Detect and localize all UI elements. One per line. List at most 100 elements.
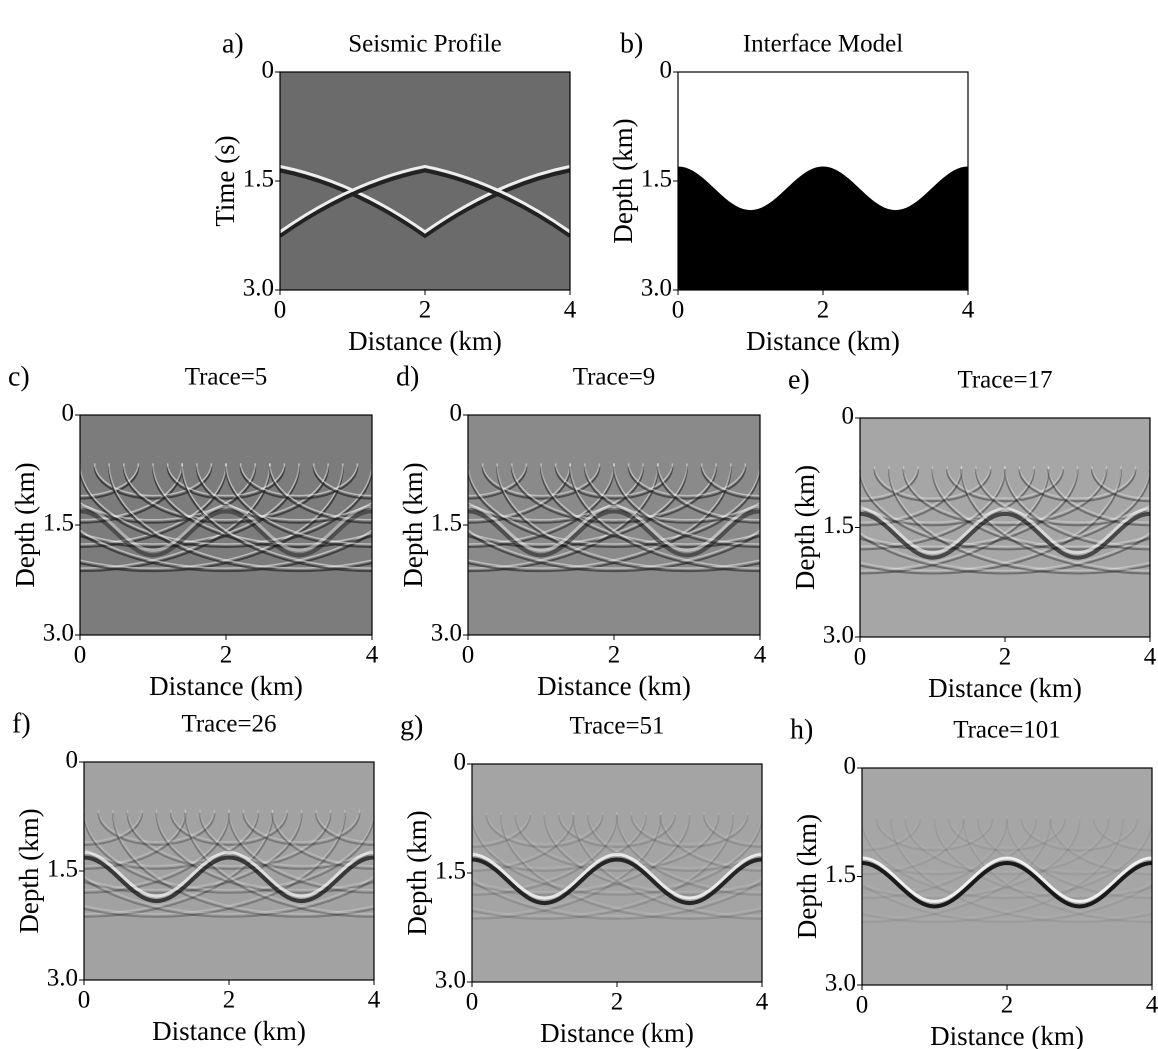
y-tick-label: 0: [450, 400, 463, 427]
migration-artifact: [84, 812, 303, 894]
migration-artifact: [468, 463, 571, 521]
x-axis-label: Distance (km): [540, 1018, 694, 1048]
migration-artifact: [860, 469, 1079, 551]
interface-dark: [84, 855, 374, 904]
panel-label: c): [8, 361, 30, 392]
migration-artifact: [472, 879, 762, 920]
migration-artifact: [269, 463, 372, 521]
image: [280, 72, 570, 290]
panel-label: f): [12, 708, 31, 739]
migration-artifact: [242, 809, 361, 843]
panel: 0 2 4 0 1.5 3.0 Trace=5 c) Distance (km) Depth (k…: [8, 361, 379, 701]
migration-artifact: [931, 466, 1150, 548]
migration-artifact: [860, 466, 1150, 548]
x-tick-label: 0: [274, 297, 287, 324]
migration-artifact: [122, 466, 330, 524]
migration-artifact: [108, 466, 372, 573]
migration-artifact: [152, 466, 372, 548]
reflection-light: [280, 164, 570, 234]
migration-artifact: [862, 818, 1037, 876]
migration-artifact: [93, 463, 213, 497]
migration-artifact: [862, 880, 1152, 920]
migration-artifact: [225, 466, 372, 548]
image: [678, 72, 968, 290]
panel-label: e): [788, 364, 810, 395]
migration-artifact: [514, 814, 720, 872]
migration-artifact: [84, 809, 374, 891]
migration-artifact: [84, 877, 374, 918]
image-background: [862, 768, 1152, 985]
migration-artifact: [587, 811, 762, 869]
migration-artifact: [97, 812, 216, 846]
x-tick-label: 4: [366, 642, 379, 669]
migration-artifact: [572, 811, 762, 917]
panel-title: Trace=5: [185, 364, 268, 391]
x-tick-label: 4: [754, 642, 767, 669]
migration-artifact: [1018, 466, 1137, 499]
migration-artifact: [312, 463, 372, 497]
migration-artifact: [472, 811, 662, 917]
migration-artifact: [627, 466, 747, 500]
migration-artifact: [84, 875, 374, 915]
migration-artifact: [472, 814, 762, 896]
migration-artifact: [181, 466, 372, 573]
migration-artifact: [80, 466, 300, 548]
migration-artifact: [468, 463, 760, 545]
migration-artifact: [84, 809, 187, 867]
image: [472, 764, 762, 982]
migration-artifact: [860, 466, 1122, 572]
y-tick-label: 3.0: [641, 275, 672, 302]
migration-artifact: [554, 463, 674, 497]
migration-artifact: [975, 469, 1150, 527]
migration-artifact: [569, 463, 760, 569]
migration-artifact: [481, 463, 601, 497]
y-tick-label: 1.5: [825, 861, 856, 888]
migration-artifact: [80, 532, 372, 573]
panel-title: Trace=9: [573, 364, 656, 391]
x-tick-label: 4: [962, 297, 975, 324]
migration-artifact: [948, 815, 1066, 849]
migration-artifact: [873, 466, 992, 499]
migration-artifact: [862, 815, 1008, 896]
migration-artifact: [500, 814, 762, 920]
y-axis-label: Depth (km): [402, 810, 432, 935]
y-tick-label: 1.5: [431, 510, 462, 537]
migration-artifact: [315, 809, 374, 843]
y-tick-label: 3.0: [431, 620, 462, 647]
panel-label: a): [222, 28, 244, 59]
migration-artifact: [860, 466, 1079, 548]
image: [860, 418, 1150, 637]
x-tick-label: 2: [817, 297, 830, 324]
image-background: [468, 415, 760, 635]
migration-artifact: [468, 463, 528, 497]
migration-artifact: [468, 529, 760, 569]
migration-artifact: [468, 466, 688, 548]
x-axis-label: Distance (km): [149, 671, 303, 701]
migration-artifact: [975, 466, 1150, 524]
migration-artifact: [199, 809, 374, 867]
migration-artifact: [1047, 469, 1150, 527]
migration-artifact: [558, 811, 676, 845]
x-tick-label: 4: [1146, 992, 1158, 1019]
migration-artifact: [862, 815, 1081, 896]
migration-artifact: [481, 466, 601, 500]
migration-artifact: [84, 812, 346, 918]
interface-light: [84, 850, 374, 898]
migration-artifact: [468, 463, 644, 521]
migration-artifact: [80, 463, 183, 521]
migration-artifact: [472, 811, 691, 893]
x-axis-label: Distance (km): [930, 1021, 1084, 1049]
x-axis-label: Distance (km): [348, 326, 502, 356]
migration-artifact: [155, 812, 374, 894]
y-tick-label: 0: [262, 57, 275, 84]
migration-artifact: [84, 809, 259, 867]
x-tick-label: 0: [466, 989, 479, 1016]
panel: 0 2 4 0 1.5 3.0 Trace=26 f) Distance (km) Depth (…: [12, 708, 381, 1046]
y-tick-label: 1.5: [43, 510, 74, 537]
migration-artifact: [242, 812, 361, 846]
migration-artifact: [1004, 466, 1150, 548]
y-axis-label: Depth (km): [792, 814, 822, 939]
migration-artifact: [80, 466, 257, 524]
panel-title: Interface Model: [743, 31, 903, 58]
